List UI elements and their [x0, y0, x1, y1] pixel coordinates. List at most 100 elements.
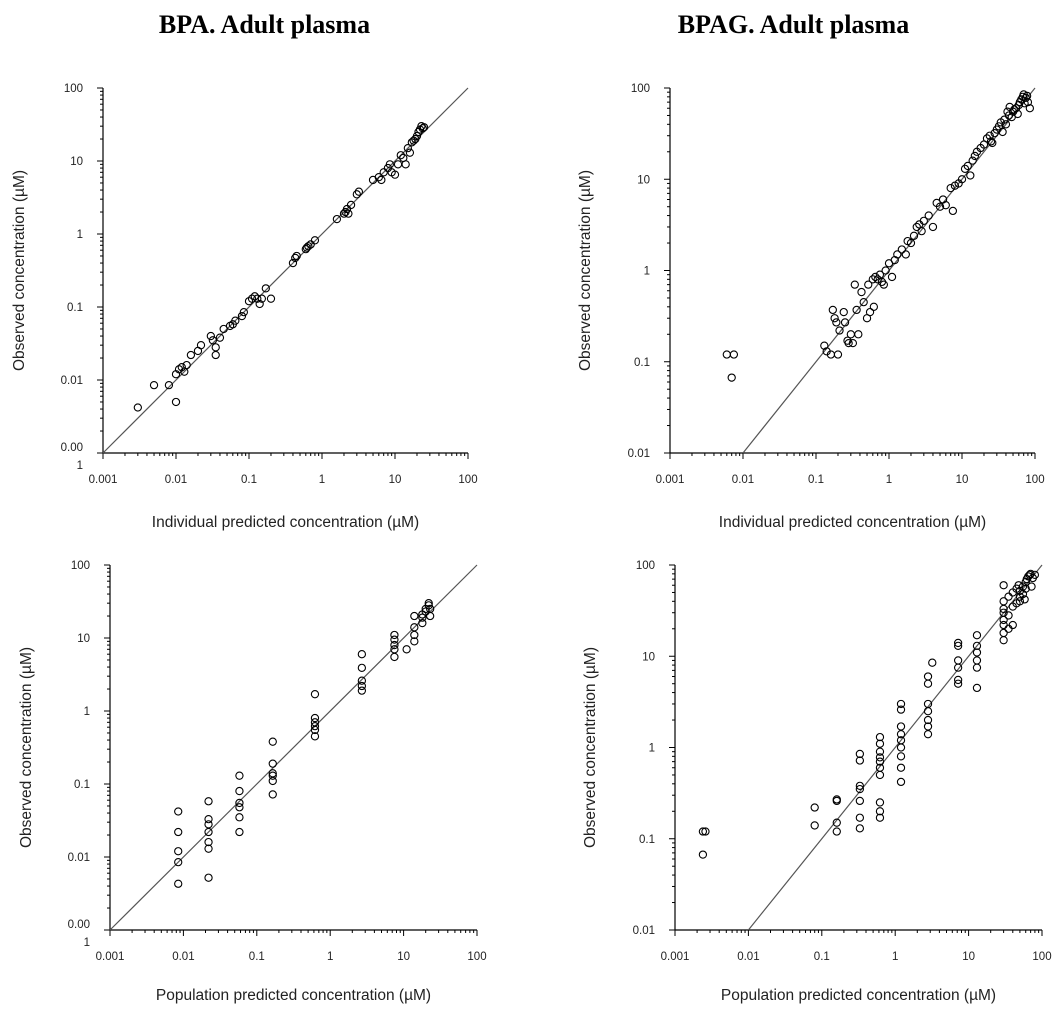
- panel-top-left-y-tick-label: 0.01: [61, 375, 83, 387]
- panel-bottom-right-data-point: [972, 663, 982, 672]
- panel-top-left-data-point: [304, 242, 313, 251]
- panel-bottom-right-y-tick-label: 0.1: [639, 834, 655, 846]
- panel-bottom-right-data-point: [972, 641, 982, 651]
- panel-top-left-data-point: [418, 124, 427, 133]
- panel-top-right-data-point: [988, 138, 997, 148]
- panel-bottom-left-x-tick-label: 0.001: [96, 951, 125, 963]
- panel-bottom-left-data-point: [357, 663, 367, 673]
- panel-top-right-data-point: [830, 314, 839, 323]
- panel-bottom-left-data-point: [390, 635, 399, 644]
- panel-top-right-data-point: [946, 183, 955, 193]
- panel-top-right-data-point: [935, 202, 945, 211]
- panel-top-right-data-point: [820, 341, 829, 350]
- panel-top-left-data-point: [403, 143, 413, 153]
- panel-bottom-right-data-point: [698, 850, 708, 859]
- panel-top-right-x-tick-label: 1: [886, 474, 892, 486]
- panel-top-left-data-point: [174, 365, 184, 374]
- panel-bottom-right-data-point: [1020, 595, 1029, 604]
- panel-top-left-data-point: [250, 292, 259, 301]
- panel-top-right-data-point: [854, 330, 863, 339]
- panel-bottom-right-data-point: [999, 628, 1008, 638]
- panel-bottom-right-data-point: [1004, 611, 1013, 620]
- panel-top-right-data-point: [1013, 109, 1022, 119]
- panel-top-left-data-point: [196, 341, 206, 350]
- panel-top-left-data-point: [288, 258, 298, 268]
- panel-top-right-data-point: [912, 222, 921, 232]
- panel-top-right-data-point: [840, 318, 850, 327]
- panel-bottom-left-data-point: [174, 827, 183, 837]
- panel-top-left-data-point: [301, 245, 310, 254]
- panel-bottom-right-y-axis-title: Observed concentration (µM): [582, 647, 599, 848]
- panel-bottom-right-data-point: [810, 803, 819, 812]
- panel-top-right-data-point: [881, 266, 890, 275]
- panel-bottom-left-data-point: [268, 737, 277, 746]
- panel-top-right-data-point: [722, 350, 731, 359]
- panel-bottom-right-data-point: [701, 827, 710, 836]
- panel-top-left-y-tick-label: 0.00: [61, 442, 83, 454]
- panel-bottom-right-data-point: [923, 707, 933, 716]
- panel-top-right-data-point: [919, 216, 928, 226]
- panel-bottom-left-data-point: [204, 797, 213, 806]
- panel-bottom-right-data-point: [875, 753, 885, 762]
- panel-top-left-data-point: [215, 333, 225, 342]
- panel-top-left-x-tick-label: 0.001: [89, 474, 118, 486]
- panel-top-left-data-point: [419, 123, 429, 132]
- panel-top-left-x-tick-label: 1: [319, 474, 325, 486]
- panel-bottom-left-data-point: [268, 759, 277, 768]
- panel-bottom-left-data-point: [235, 813, 244, 822]
- panel-top-left-data-point: [239, 308, 248, 317]
- panel-top-left-data-point: [385, 160, 394, 169]
- panel-top-left-y-axis-title: Observed concentration (µM): [11, 170, 28, 371]
- panel-bottom-right-data-point: [896, 722, 906, 731]
- panel-bottom-left-data-point: [410, 623, 419, 632]
- panel-top-right-data-point: [986, 137, 996, 146]
- panel-bottom-right-data-point: [999, 608, 1008, 617]
- panel-top-left-data-point: [344, 209, 353, 218]
- panel-bottom-left-data-point: [426, 611, 435, 621]
- panel-top-right-data-point: [941, 201, 950, 210]
- panel-bottom-right-data-point: [855, 781, 865, 790]
- panel-top-right-data-point: [848, 338, 858, 348]
- panel-top-right-data-point: [906, 238, 916, 248]
- panel-bottom-right-y-tick-label: 1: [649, 743, 655, 755]
- panel-top-right-data-point: [917, 226, 926, 236]
- panel-top-right-data-point: [963, 161, 972, 171]
- panel-bottom-left-data-point: [390, 652, 399, 662]
- panel-bottom-left-data-point: [410, 637, 419, 646]
- panel-top-right-data-point: [873, 275, 882, 284]
- panel-bottom-left-data-point: [357, 676, 367, 685]
- panel-bottom-right-identity-line: [747, 564, 1043, 931]
- panel-top-right-data-point: [948, 206, 958, 216]
- panel-bottom-right-data-point: [1026, 569, 1035, 578]
- panel-bottom-left-data-point: [204, 837, 213, 847]
- panel-bottom-right-data-point: [896, 736, 906, 745]
- panel-bottom-left-data-point: [204, 844, 213, 853]
- panel-top-right-data-point: [1022, 91, 1032, 101]
- panel-bottom-right-data-point: [855, 756, 865, 765]
- panel-bottom-left-data-point: [426, 604, 435, 614]
- panel-bottom-right-data-point: [855, 796, 865, 806]
- panel-bottom-left-data-point: [235, 771, 244, 780]
- panel-top-left-data-point: [306, 240, 315, 249]
- panel-bottom-left-x-tick-label: 10: [397, 951, 410, 963]
- panel-bottom-right-data-point: [953, 641, 963, 651]
- panel-top-right-y-tick-label: 0.1: [634, 357, 650, 369]
- panel-top-right-data-point: [966, 171, 975, 180]
- panel-bottom-right-data-point: [923, 722, 933, 731]
- panel-top-right-data-point: [875, 270, 885, 279]
- panel-top-left-y-tick-label: 100: [64, 83, 83, 95]
- panel-top-right-data-point: [857, 287, 866, 297]
- panel-bottom-left-x-tick-label: 100: [467, 951, 486, 963]
- panel-top-left-data-point: [206, 331, 215, 341]
- panel-bottom-right-data-point: [875, 763, 885, 772]
- panel-top-left-data-point: [177, 362, 186, 372]
- panel-top-right-data-point: [727, 373, 736, 382]
- panel-bottom-left-data-point: [357, 681, 367, 691]
- panel-top-right-data-point: [901, 250, 910, 259]
- panel-top-right-data-point: [970, 151, 980, 161]
- panel-top-left-data-point: [354, 187, 364, 196]
- panel-top-right-data-point: [1021, 93, 1031, 102]
- panel-top-right-data-point: [846, 330, 855, 339]
- panel-bottom-right-data-point: [896, 705, 906, 714]
